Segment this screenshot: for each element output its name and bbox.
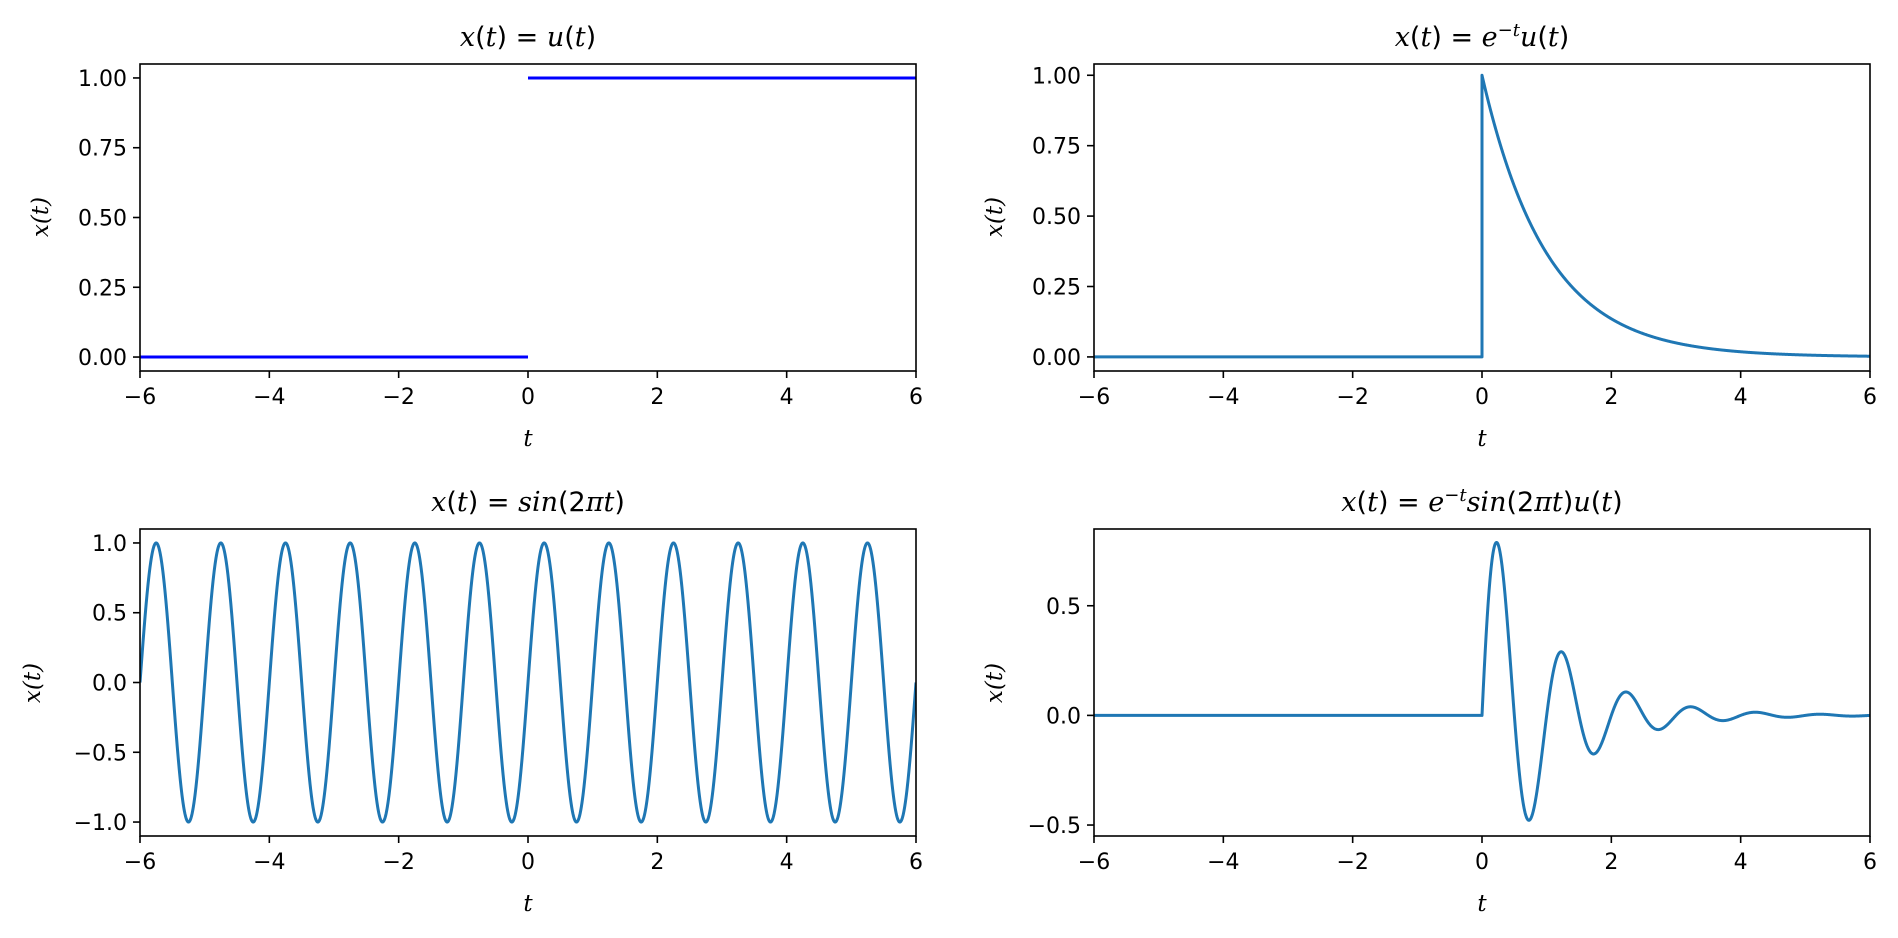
y-tick-label: −1.0 xyxy=(74,811,127,836)
x-tick-label: −2 xyxy=(382,850,414,875)
y-tick-label: 1.0 xyxy=(92,532,127,557)
x-axis-label: t xyxy=(1477,426,1487,452)
x-tick-label: 4 xyxy=(780,385,794,410)
x-tick-label: 4 xyxy=(1734,850,1748,875)
x-tick-label: −2 xyxy=(1336,385,1368,410)
subplot-exp-decay: x(t) = e−tu(t) −6 −4 −2 0 2 4 6 0.00 0.25 0.50 0.7… xyxy=(982,20,1877,452)
x-tick-label: −2 xyxy=(382,385,414,410)
x-tick-label: −4 xyxy=(1207,385,1239,410)
x-tick-label: 4 xyxy=(780,850,794,875)
subplot-sine: x(t) = sin(2πt) −6 −4 −2 0 2 4 6 −1.0 −0.5 0.0 0.5… xyxy=(20,487,923,917)
series-line xyxy=(140,541,916,824)
x-tick-label: 0 xyxy=(1475,385,1489,410)
y-tick-label: 0.5 xyxy=(1046,595,1081,620)
y-tick-label: −0.5 xyxy=(1028,814,1081,839)
axes-frame xyxy=(139,63,917,372)
x-tick-label: −6 xyxy=(1078,385,1110,410)
x-axis-label: t xyxy=(523,891,533,917)
y-axis-label: x(t) xyxy=(982,197,1008,237)
y-tick-label: 0.0 xyxy=(1046,704,1081,729)
y-tick-label: 0.25 xyxy=(1032,276,1081,301)
y-tick-label: 0.5 xyxy=(92,602,127,627)
x-tick-label: 0 xyxy=(521,850,535,875)
x-tick-label: 4 xyxy=(1734,385,1748,410)
x-tick-label: 2 xyxy=(1604,850,1618,875)
subplot-title: x(t) = u(t) xyxy=(460,22,596,53)
x-tick-label: 2 xyxy=(650,850,664,875)
x-tick-label: 6 xyxy=(1863,850,1877,875)
x-tick-label: −6 xyxy=(1078,850,1110,875)
x-tick-label: −6 xyxy=(124,850,156,875)
subplot-title: x(t) = e−tu(t) xyxy=(1395,20,1570,53)
y-tick-label: 0.50 xyxy=(1032,205,1081,230)
x-tick-label: 2 xyxy=(650,385,664,410)
x-axis-label: t xyxy=(523,426,533,452)
y-tick-label: 0.25 xyxy=(78,276,127,301)
x-tick-label: −4 xyxy=(253,385,285,410)
x-tick-label: 2 xyxy=(1604,385,1618,410)
y-tick-label: 0.0 xyxy=(92,672,127,697)
y-tick-label: 1.00 xyxy=(78,67,127,92)
y-tick-label: 0.00 xyxy=(78,346,127,371)
axes-frame xyxy=(139,528,917,837)
x-tick-label: 6 xyxy=(909,850,923,875)
y-tick-label: 0.75 xyxy=(78,137,127,162)
series-line xyxy=(1094,73,1870,359)
subplot-title: x(t) = sin(2πt) xyxy=(431,487,625,518)
x-tick-label: 0 xyxy=(1475,850,1489,875)
y-axis-label: x(t) xyxy=(20,663,46,703)
axes-frame xyxy=(1093,528,1871,837)
y-tick-label: 0.00 xyxy=(1032,346,1081,371)
x-tick-label: −4 xyxy=(1207,850,1239,875)
y-tick-label: 0.50 xyxy=(78,207,127,232)
x-tick-label: 6 xyxy=(909,385,923,410)
subplot-title: x(t) = e−tsin(2πt)u(t) xyxy=(1341,485,1622,518)
series-line xyxy=(1094,540,1870,822)
y-axis-label: x(t) xyxy=(28,197,54,237)
x-tick-label: −4 xyxy=(253,850,285,875)
x-tick-label: 0 xyxy=(521,385,535,410)
x-tick-label: −2 xyxy=(1336,850,1368,875)
subplot-unit-step: x(t) = u(t) −6 −4 −2 0 2 4 6 0.00 0.25 0.50 0.75 1.… xyxy=(28,22,923,452)
y-axis-label: x(t) xyxy=(982,663,1008,703)
y-tick-label: 0.75 xyxy=(1032,135,1081,160)
x-tick-label: −6 xyxy=(124,385,156,410)
x-tick-label: 6 xyxy=(1863,385,1877,410)
axes-frame xyxy=(1093,63,1871,372)
x-axis-label: t xyxy=(1477,891,1487,917)
subplot-damped-sine: x(t) = e−tsin(2πt)u(t) −6 −4 −2 0 2 4 6 −0.5 0.0… xyxy=(982,485,1877,917)
y-tick-label: −0.5 xyxy=(74,741,127,766)
y-tick-label: 1.00 xyxy=(1032,64,1081,89)
